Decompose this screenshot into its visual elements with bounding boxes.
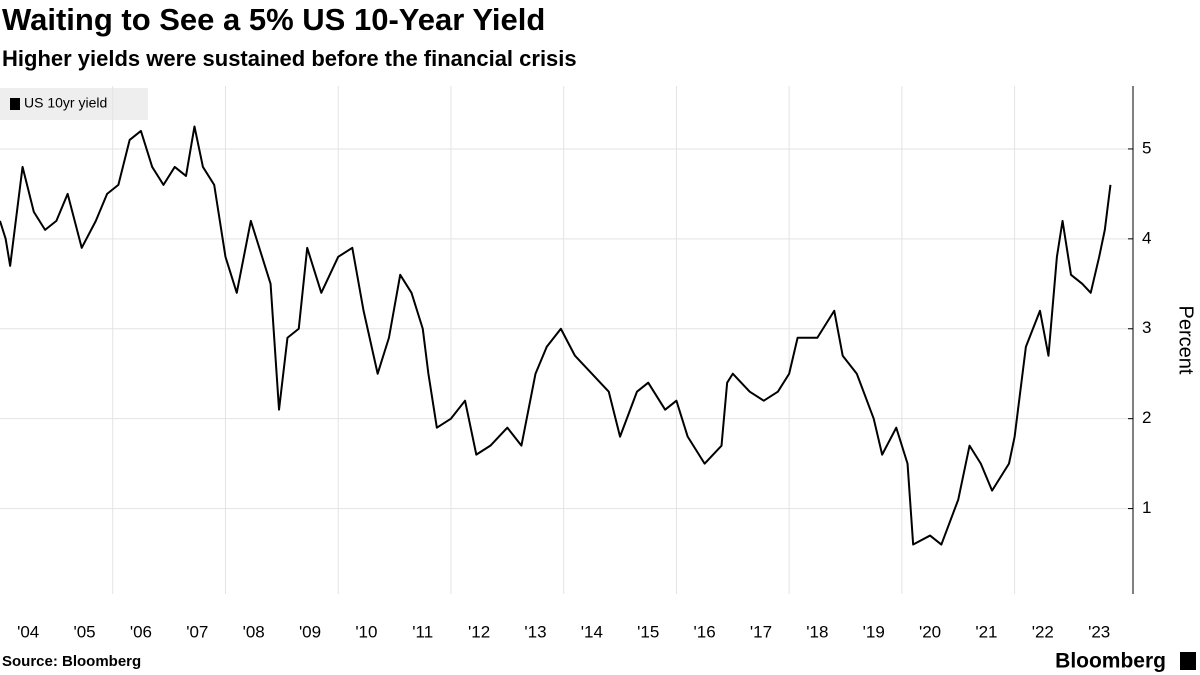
x-tick-label: '04 [17, 622, 39, 641]
x-tick-label: '07 [186, 622, 208, 641]
legend-box [0, 88, 148, 120]
x-tick-label: '05 [73, 622, 95, 641]
legend-swatch [10, 98, 20, 110]
x-tick-label: '08 [243, 622, 265, 641]
chart-title: Waiting to See a 5% US 10-Year Yield [2, 2, 545, 37]
x-tick-label: '16 [694, 622, 716, 641]
x-tick-label: '06 [130, 622, 152, 641]
chart-subtitle: Higher yields were sustained before the … [2, 46, 577, 71]
x-tick-label: '12 [468, 622, 490, 641]
y-tick-label: 5 [1142, 138, 1151, 157]
x-tick-label: '13 [524, 622, 546, 641]
x-tick-label: '23 [1088, 622, 1110, 641]
x-tick-label: '22 [1032, 622, 1054, 641]
brand-icon [1180, 652, 1196, 670]
y-axis-label: Percent [1175, 306, 1197, 375]
x-tick-label: '11 [412, 622, 433, 641]
legend-label: US 10yr yield [24, 95, 107, 111]
y-tick-label: 1 [1142, 498, 1151, 517]
x-tick-label: '14 [581, 622, 603, 641]
x-tick-label: '15 [637, 622, 659, 641]
x-tick-label: '19 [863, 622, 885, 641]
x-tick-label: '20 [919, 622, 941, 641]
y-tick-label: 4 [1142, 228, 1151, 247]
x-tick-label: '17 [750, 622, 772, 641]
x-tick-label: '09 [299, 622, 321, 641]
x-tick-label: '21 [975, 622, 997, 641]
x-tick-label: '10 [355, 622, 377, 641]
brand: Bloomberg [1055, 650, 1166, 673]
x-tick-label: '18 [806, 622, 828, 641]
y-tick-label: 3 [1142, 318, 1151, 337]
line [0, 125, 1112, 546]
source: Source: Bloomberg [2, 653, 141, 670]
y-tick-label: 2 [1142, 408, 1151, 427]
